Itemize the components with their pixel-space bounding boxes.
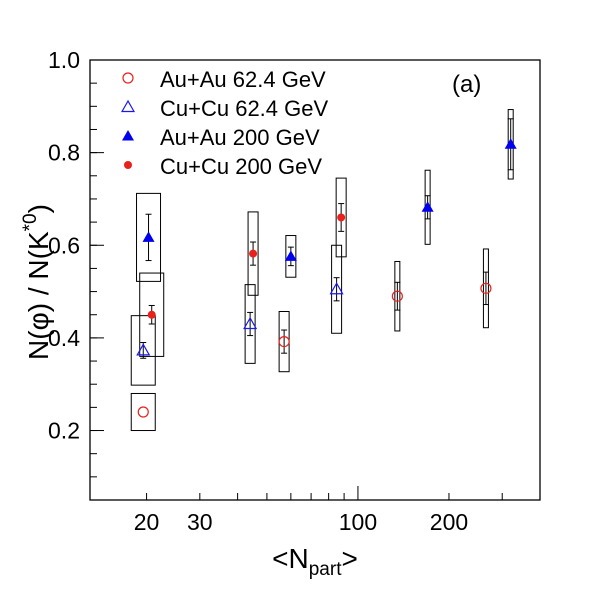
- sys-error-box: [139, 272, 165, 357]
- x-tick-label: 20: [134, 509, 160, 535]
- data-point: [391, 290, 403, 302]
- y-tick-label: 0.6: [48, 232, 80, 258]
- legend-marker: [124, 161, 132, 169]
- data-point: [137, 406, 149, 418]
- sys-error-box: [136, 192, 162, 282]
- x-tick-label: 200: [430, 509, 468, 535]
- data-point: [136, 343, 151, 356]
- sys-error-box: [482, 248, 489, 329]
- legend: Au+Au 62.4 GeV Cu+Cu 62.4 GeV Au+Au 200 Ge…: [120, 67, 328, 179]
- data-point: [480, 282, 492, 294]
- y-tick-label: 0.4: [48, 325, 80, 351]
- data-markers: [136, 138, 517, 418]
- sys-error-box: [244, 284, 256, 364]
- sys-error-box: [285, 235, 297, 278]
- data-point: [337, 213, 346, 222]
- data-point: [284, 250, 297, 261]
- y-axis-title: N(φ) / N(K*0): [20, 204, 54, 360]
- x-tick-label: 100: [339, 509, 377, 535]
- sys-error-box: [247, 211, 259, 296]
- legend-label: Cu+Cu 62.4 GeV: [160, 96, 328, 121]
- legend-label: Cu+Cu 200 GeV: [160, 154, 322, 179]
- y-tick-label: 0.2: [48, 418, 80, 444]
- panel-label: (a): [452, 71, 481, 98]
- plot-frame: [89, 59, 541, 501]
- legend-marker: [122, 72, 134, 84]
- legend-label: Au+Au 200 GeV: [160, 125, 320, 150]
- data-point: [147, 310, 156, 319]
- y-tick-label: 1.0: [48, 47, 80, 73]
- data-point: [278, 336, 290, 348]
- legend-label: Au+Au 62.4 GeV: [160, 67, 326, 92]
- y-tick-label: 0.8: [48, 140, 80, 166]
- x-axis-title: <Npart>: [272, 543, 358, 580]
- data-point: [329, 282, 344, 295]
- sys-error-box: [335, 177, 347, 258]
- data-point: [243, 316, 258, 330]
- legend-marker: [120, 99, 136, 113]
- x-tick-label: 30: [187, 509, 213, 535]
- data-point: [249, 249, 258, 258]
- data-point: [504, 138, 517, 149]
- axis-ticks: 0.2 0.4 0.6 0.8 1.0 20 30 100 200: [48, 47, 503, 535]
- sys-error-box: [394, 260, 401, 332]
- sys-error-box: [130, 315, 156, 386]
- sys-error-box: [130, 392, 156, 432]
- data-point: [142, 231, 155, 242]
- legend-marker: [122, 130, 134, 141]
- data-point: [421, 201, 434, 212]
